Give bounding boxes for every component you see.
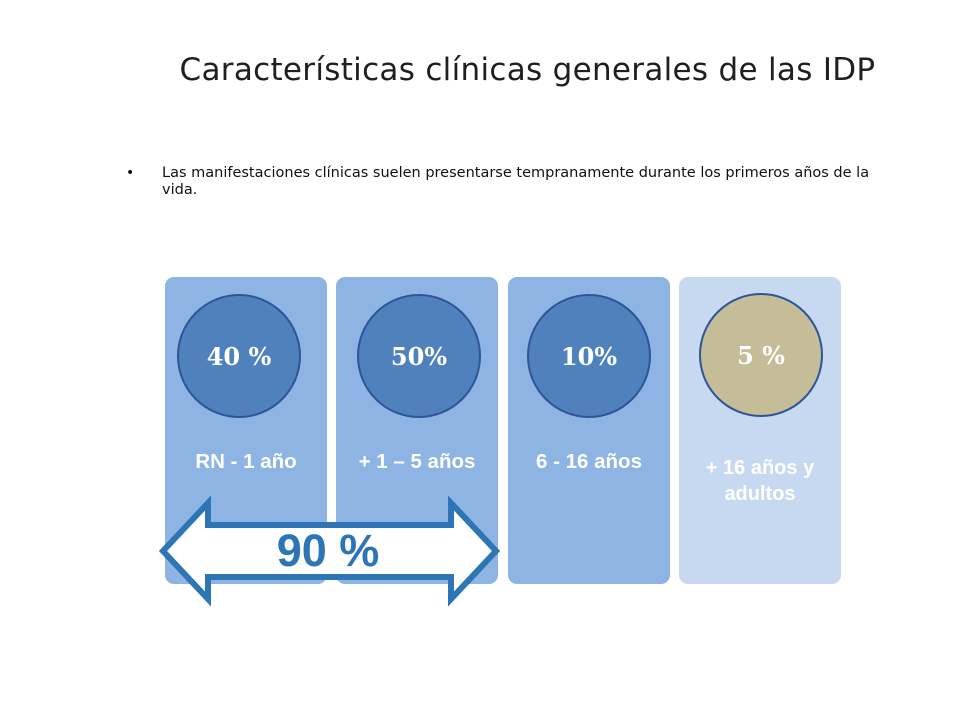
slide-title: Características clínicas generales de la… xyxy=(179,52,876,88)
percent-circle: 10% xyxy=(527,294,651,418)
percent-value: 10% xyxy=(560,341,618,371)
percent-circle: 50% xyxy=(357,294,481,418)
age-label: 6 - 16 años xyxy=(536,450,642,473)
percent-value: 40 % xyxy=(206,341,272,371)
percent-circle: 40 % xyxy=(177,294,301,418)
age-label: RN - 1 año xyxy=(195,450,297,473)
bullet-text: Las manifestaciones clínicas suelen pres… xyxy=(162,165,870,198)
bullet-dot: • xyxy=(126,165,135,181)
age-label: + 1 – 5 años xyxy=(358,450,476,473)
age-label: + 16 años y adultos xyxy=(705,457,815,505)
percent-value: 5 % xyxy=(737,340,785,370)
percent-value: 50% xyxy=(390,341,448,371)
percent-circle: 5 % xyxy=(699,293,823,417)
arrow-label: 90 % xyxy=(276,525,380,576)
